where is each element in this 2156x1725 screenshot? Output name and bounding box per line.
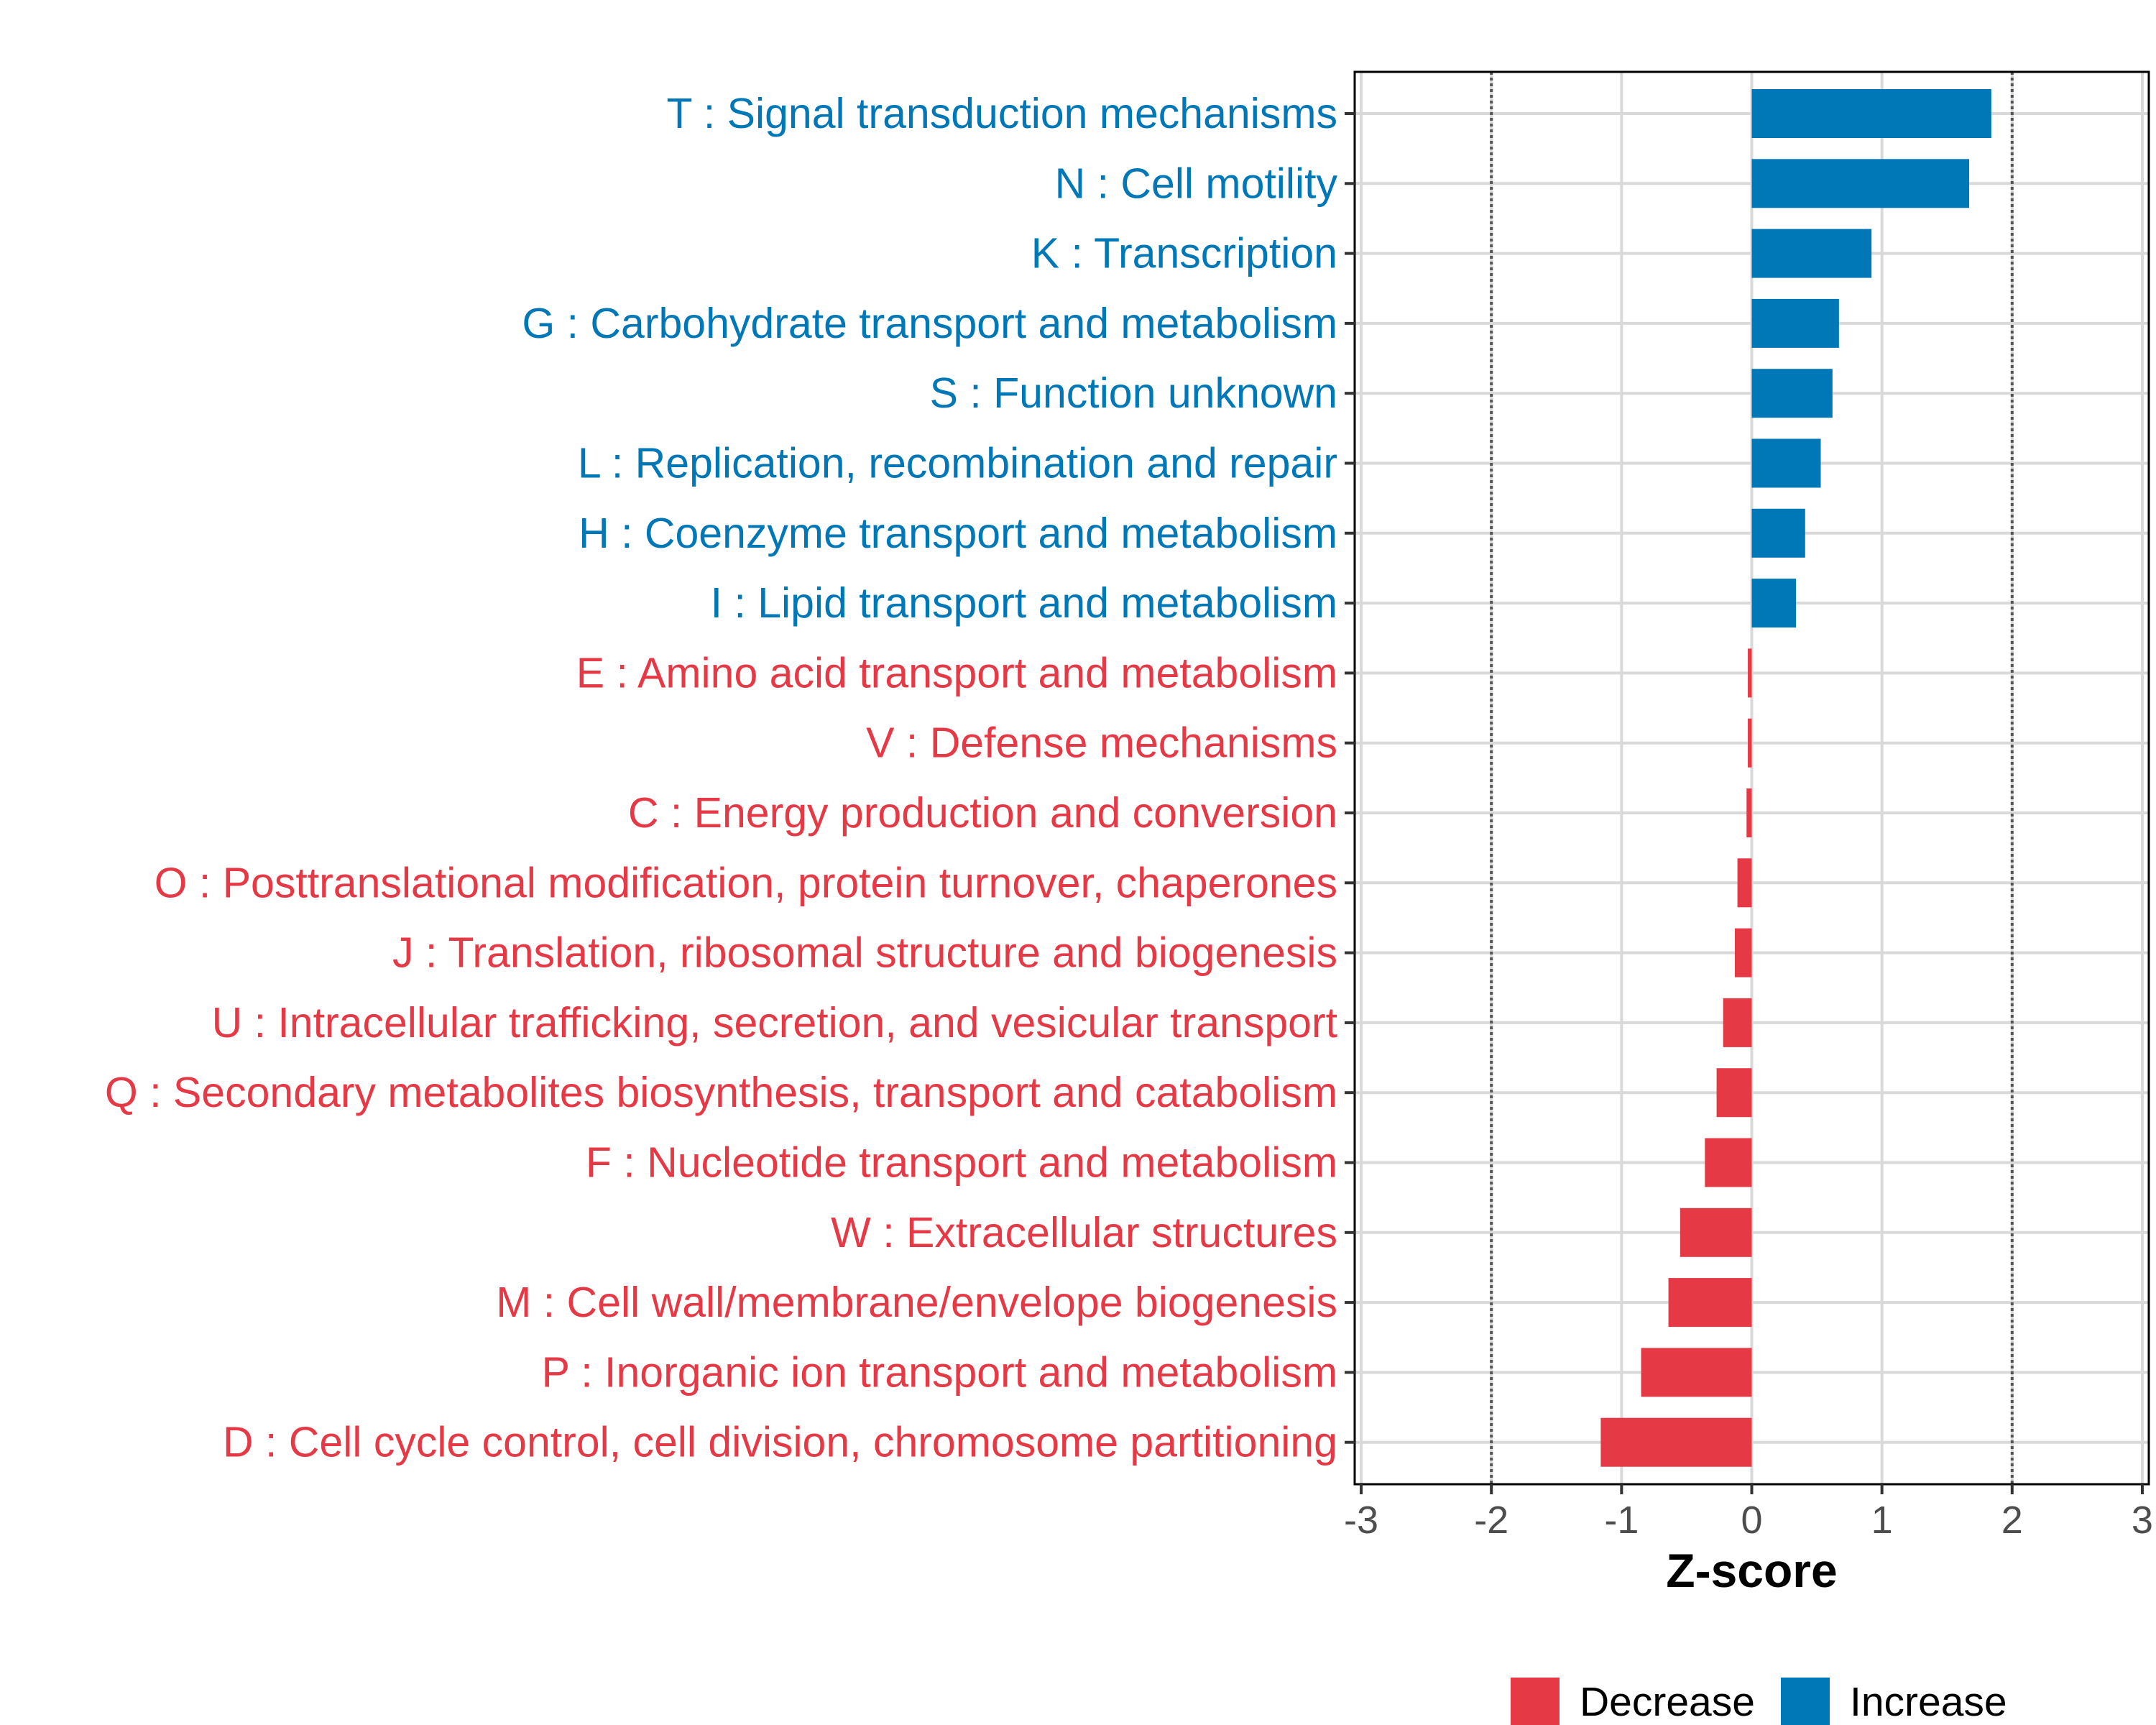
y-tick-label: L : Replication, recombination and repai… — [578, 440, 1337, 487]
y-tick-label: G : Carbohydrate transport and metabolis… — [522, 300, 1337, 347]
y-tick-label: H : Coenzyme transport and metabolism — [579, 510, 1337, 557]
y-tick-label: C : Energy production and conversion — [628, 789, 1337, 837]
bar-decrease — [1748, 648, 1752, 698]
x-tick-label: -2 — [1474, 1499, 1508, 1542]
y-tick-label: N : Cell motility — [1055, 160, 1338, 207]
x-axis-ticks: -3 -2 -1 0 1 2 3 — [1344, 1484, 2153, 1542]
x-tick-label: -3 — [1344, 1499, 1378, 1542]
y-tick-label: F : Nucleotide transport and metabolism — [586, 1139, 1337, 1187]
y-axis-category-labels: T : Signal transduction mechanisms N : Ce… — [105, 90, 1338, 1466]
bar-increase — [1751, 508, 1805, 558]
bar-decrease — [1737, 858, 1752, 908]
bar-decrease — [1723, 998, 1752, 1047]
x-tick-label: 1 — [1871, 1499, 1893, 1542]
bar-decrease — [1641, 1348, 1752, 1397]
bar-decrease — [1716, 1068, 1752, 1118]
legend-key-decrease — [1511, 1678, 1560, 1725]
y-tick-label: T : Signal transduction mechanisms — [666, 90, 1337, 137]
bar-decrease — [1748, 718, 1752, 768]
bar-increase — [1751, 89, 1991, 138]
bar-decrease — [1734, 928, 1752, 978]
y-tick-label: Q : Secondary metabolites biosynthesis, … — [105, 1069, 1337, 1116]
bar-decrease — [1600, 1417, 1752, 1467]
legend: Decrease Increase — [1511, 1678, 2007, 1725]
y-tick-label: D : Cell cycle control, cell division, c… — [223, 1419, 1337, 1466]
x-tick-label: 2 — [2001, 1499, 2023, 1542]
bar-increase — [1751, 369, 1833, 418]
bar-decrease — [1746, 788, 1752, 837]
y-tick-label: W : Extracellular structures — [831, 1209, 1337, 1256]
bar-decrease — [1680, 1208, 1752, 1257]
bar-increase — [1751, 438, 1821, 488]
bar-increase — [1751, 229, 1872, 278]
y-tick-label: M : Cell wall/membrane/envelope biogenes… — [496, 1279, 1337, 1326]
y-tick-label: I : Lipid transport and metabolism — [711, 579, 1337, 627]
y-tick-label: S : Function unknown — [930, 369, 1337, 417]
y-tick-label: V : Defense mechanisms — [866, 719, 1337, 767]
x-axis-title: Z-score — [1666, 1544, 1837, 1597]
x-tick-label: 3 — [2132, 1499, 2153, 1542]
bar-increase — [1751, 298, 1839, 348]
y-tick-label: E : Amino acid transport and metabolism — [576, 649, 1337, 696]
x-tick-label: -1 — [1604, 1499, 1639, 1542]
bar-decrease — [1705, 1138, 1752, 1187]
bar-increase — [1751, 579, 1797, 628]
y-tick-label: U : Intracellular trafficking, secretion… — [212, 999, 1337, 1046]
legend-label-decrease: Decrease — [1580, 1679, 1755, 1725]
y-tick-label: O : Posttranslational modification, prot… — [155, 859, 1337, 906]
y-tick-label: J : Translation, ribosomal structure and… — [392, 929, 1337, 977]
y-axis-ticks — [1345, 112, 1355, 1444]
bar-decrease — [1668, 1278, 1752, 1328]
x-tick-label: 0 — [1741, 1499, 1762, 1542]
bars — [1600, 89, 1991, 1467]
legend-label-increase: Increase — [1850, 1679, 2007, 1725]
y-tick-label: K : Transcription — [1031, 230, 1337, 277]
y-tick-label: P : Inorganic ion transport and metaboli… — [542, 1348, 1337, 1396]
legend-key-increase — [1781, 1678, 1830, 1725]
bar-increase — [1751, 159, 1970, 208]
